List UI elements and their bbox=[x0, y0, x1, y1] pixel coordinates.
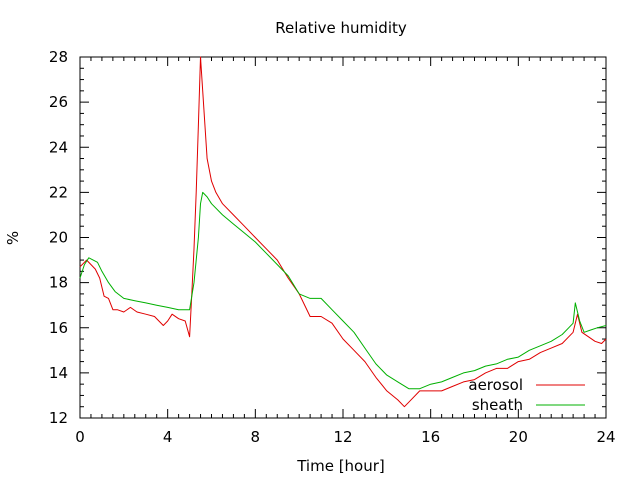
x-tick-label: 16 bbox=[421, 428, 440, 446]
y-tick-label: 18 bbox=[49, 274, 68, 292]
series-line-sheath bbox=[79, 191, 607, 390]
y-axis-label: % bbox=[4, 231, 22, 245]
y-tick-label: 12 bbox=[49, 409, 68, 427]
y-tick-label: 26 bbox=[49, 93, 68, 111]
series-lines bbox=[79, 56, 607, 408]
x-axis-label: Time [hour] bbox=[296, 457, 385, 475]
x-tick-label: 12 bbox=[333, 428, 352, 446]
y-tick-label: 28 bbox=[49, 48, 68, 66]
y-tick-label: 16 bbox=[49, 319, 68, 337]
y-tick-label: 22 bbox=[49, 183, 68, 201]
legend-label-aerosol: aerosol bbox=[468, 376, 523, 394]
x-axis: 0 4 8 12 16 20 24 bbox=[75, 57, 616, 446]
legend-label-sheath: sheath bbox=[472, 396, 523, 414]
x-tick-label: 8 bbox=[251, 428, 261, 446]
x-tick-label: 24 bbox=[596, 428, 615, 446]
series-line-aerosol bbox=[79, 56, 607, 408]
y-tick-label: 24 bbox=[49, 138, 68, 156]
x-tick-label: 4 bbox=[163, 428, 173, 446]
legend: aerosol sheath bbox=[468, 376, 585, 414]
y-tick-label: 20 bbox=[49, 229, 68, 247]
plot-area bbox=[79, 56, 607, 419]
x-tick-label: 0 bbox=[75, 428, 85, 446]
y-axis: 12 14 16 18 20 22 24 26 28 bbox=[49, 48, 606, 427]
x-tick-label: 20 bbox=[509, 428, 528, 446]
chart-title: Relative humidity bbox=[275, 19, 407, 37]
y-tick-label: 14 bbox=[49, 364, 68, 382]
